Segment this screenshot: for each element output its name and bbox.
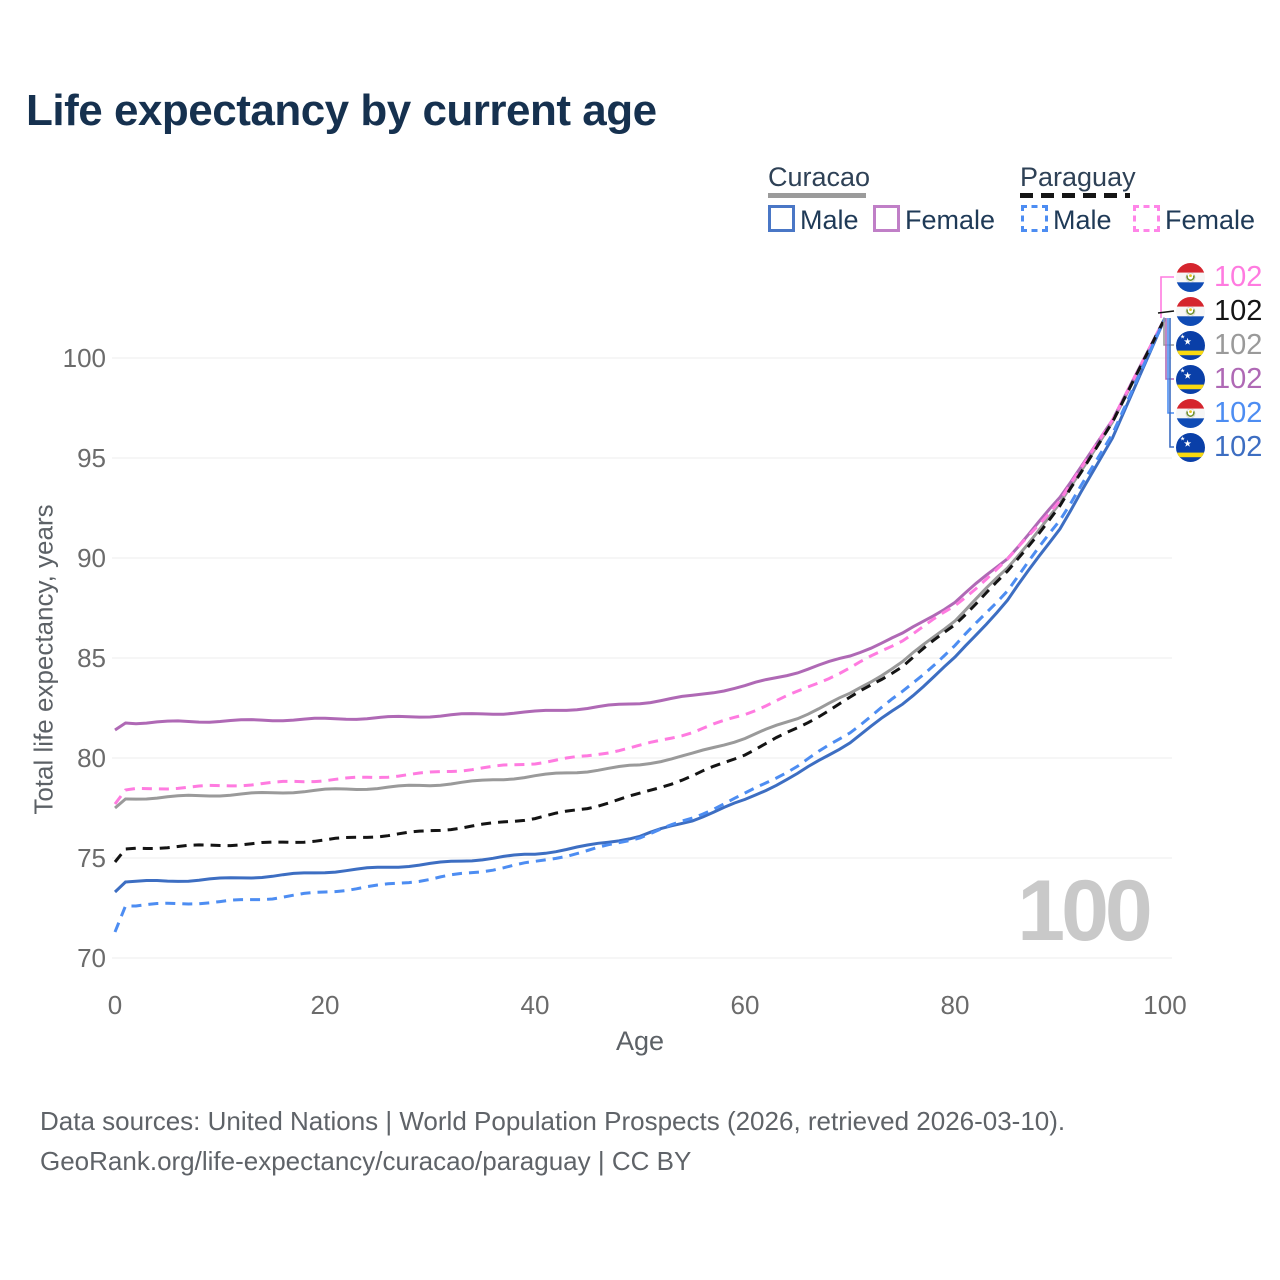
legend-country-curacao: Curacao bbox=[768, 162, 871, 192]
series-lines bbox=[113, 317, 1167, 933]
legend-paraguay-female-label[interactable]: Female bbox=[1165, 205, 1256, 235]
series-end-value: 102 bbox=[1214, 396, 1263, 429]
x-tick-40: 40 bbox=[520, 990, 550, 1020]
flag-icon bbox=[1176, 365, 1205, 394]
y-tick-100: 100 bbox=[62, 343, 106, 373]
age-watermark: 100 bbox=[1017, 863, 1153, 959]
x-axis-title: Age bbox=[615, 1026, 665, 1056]
end-label-row-curacao-total: 102 bbox=[1176, 328, 1263, 361]
legend-country-paraguay: Paraguay bbox=[1020, 162, 1136, 192]
x-tick-60: 60 bbox=[730, 990, 760, 1020]
legend-curacao-male-checkbox[interactable] bbox=[768, 205, 795, 232]
end-label-row-curacao-male: 102 bbox=[1176, 430, 1263, 463]
series-end-value: 102 bbox=[1214, 328, 1263, 361]
end-label-row-curacao-female: 102 bbox=[1176, 362, 1263, 395]
legend-curacao-line-swatch bbox=[768, 193, 866, 198]
x-tick-100: 100 bbox=[1143, 990, 1187, 1020]
legend-paraguay-male-checkbox[interactable] bbox=[1021, 205, 1048, 232]
x-tick-0: 0 bbox=[107, 990, 123, 1020]
legend-paraguay-female-checkbox[interactable] bbox=[1133, 205, 1160, 232]
legend-paraguay-line-swatch bbox=[1020, 193, 1130, 198]
series-end-value: 102 bbox=[1214, 362, 1263, 395]
page-title: Life expectancy by current age bbox=[26, 86, 657, 135]
y-tick-90: 90 bbox=[77, 543, 106, 573]
x-tick-80: 80 bbox=[940, 990, 970, 1020]
legend-curacao-female-label[interactable]: Female bbox=[905, 205, 996, 235]
end-label-row-paraguay-male: 102 bbox=[1176, 396, 1263, 429]
gridlines bbox=[112, 357, 1172, 959]
flag-icon bbox=[1176, 399, 1205, 428]
flag-icon bbox=[1176, 433, 1205, 462]
legend-curacao-female-checkbox[interactable] bbox=[873, 205, 900, 232]
y-axis-title: Total life expectancy, years bbox=[28, 504, 59, 815]
y-tick-95: 95 bbox=[77, 443, 106, 473]
series-end-value: 102 bbox=[1214, 294, 1263, 327]
leader-lines bbox=[1157, 276, 1175, 448]
y-tick-80: 80 bbox=[77, 743, 106, 773]
end-label-row-paraguay-female: 102 bbox=[1176, 260, 1263, 293]
legend-paraguay-male-label[interactable]: Male bbox=[1053, 205, 1112, 235]
y-tick-70: 70 bbox=[77, 943, 106, 973]
series-end-value: 102 bbox=[1214, 430, 1263, 463]
y-tick-75: 75 bbox=[77, 843, 106, 873]
series-end-value: 102 bbox=[1214, 260, 1263, 293]
flag-icon bbox=[1176, 331, 1205, 360]
x-tick-20: 20 bbox=[310, 990, 340, 1020]
attribution-line: GeoRank.org/life-expectancy/curacao/para… bbox=[40, 1146, 692, 1176]
end-label-row-paraguay-total: 102 bbox=[1176, 294, 1263, 327]
flag-icon bbox=[1176, 263, 1205, 292]
flag-icon bbox=[1176, 297, 1205, 326]
data-sources-line: Data sources: United Nations | World Pop… bbox=[40, 1106, 1066, 1136]
y-tick-85: 85 bbox=[77, 643, 106, 673]
legend-curacao-male-label[interactable]: Male bbox=[800, 205, 859, 235]
